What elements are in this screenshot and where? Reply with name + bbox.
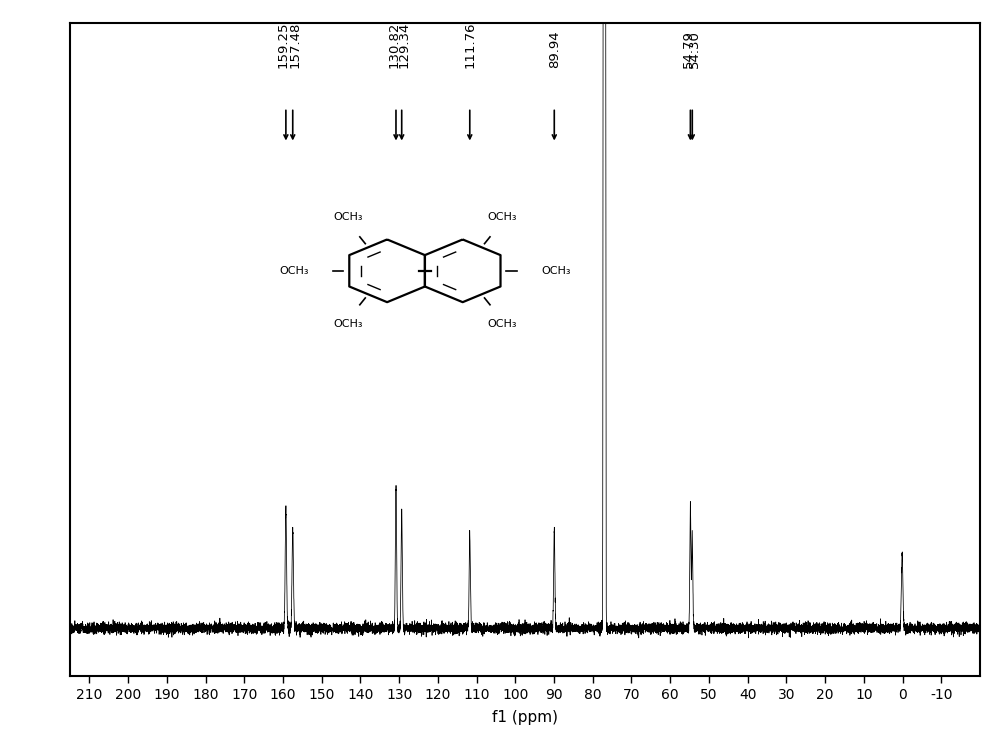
Text: 111.76: 111.76	[463, 22, 476, 68]
Text: 129.34: 129.34	[397, 22, 410, 68]
Text: OCH₃: OCH₃	[333, 319, 363, 330]
Text: 89.94: 89.94	[548, 31, 561, 68]
Text: 54.30: 54.30	[688, 30, 701, 68]
Text: 130.82: 130.82	[388, 22, 401, 68]
Text: OCH₃: OCH₃	[487, 319, 517, 330]
Text: OCH₃: OCH₃	[487, 212, 517, 222]
Text: 159.25: 159.25	[277, 22, 290, 68]
Text: OCH₃: OCH₃	[541, 266, 570, 276]
Text: OCH₃: OCH₃	[279, 266, 309, 276]
X-axis label: f1 (ppm): f1 (ppm)	[492, 710, 558, 725]
Text: 54.79: 54.79	[682, 30, 695, 68]
Text: 157.48: 157.48	[289, 22, 302, 68]
Text: OCH₃: OCH₃	[333, 212, 363, 222]
